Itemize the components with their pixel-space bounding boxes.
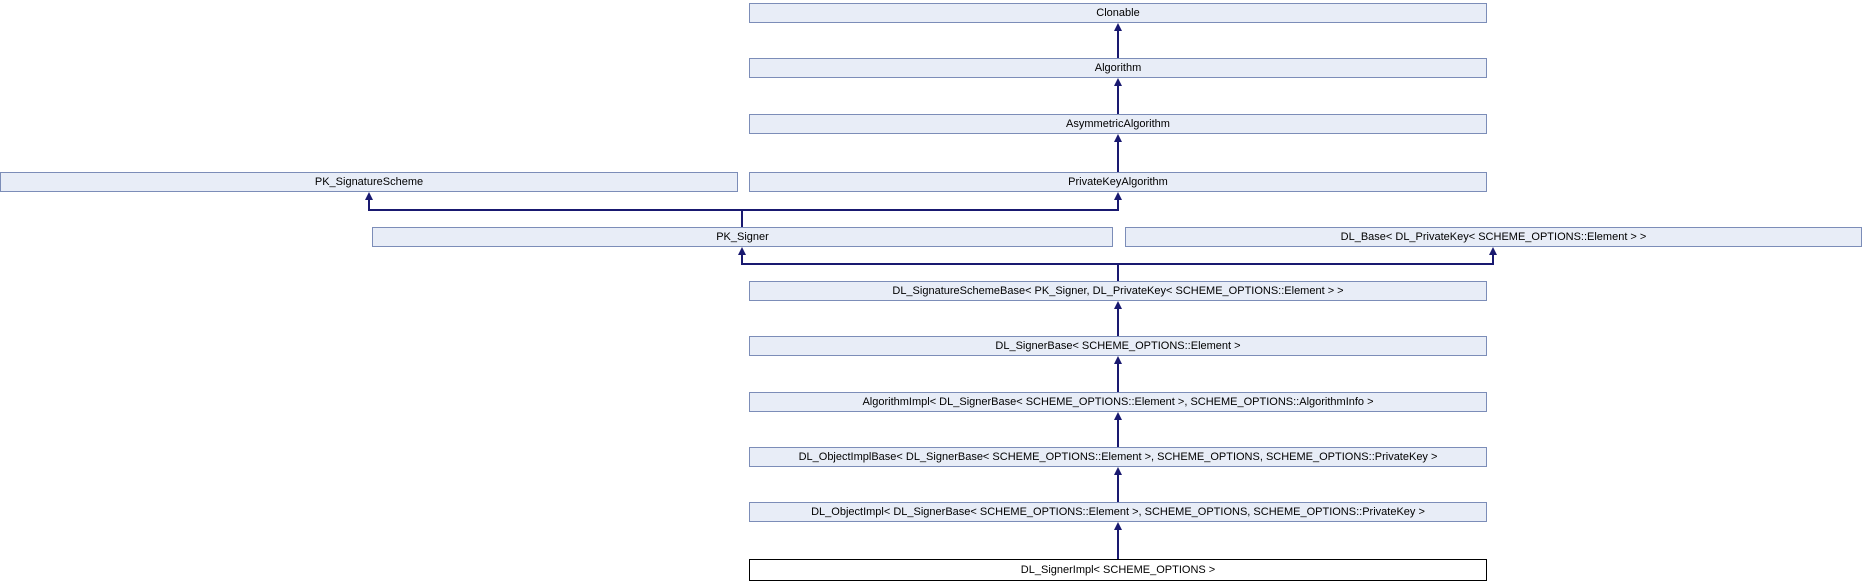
class-box-pk-signature-scheme[interactable]: PK_SignatureScheme <box>0 172 738 192</box>
inheritance-edge-line <box>1117 200 1119 209</box>
class-box-dl-base[interactable]: DL_Base< DL_PrivateKey< SCHEME_OPTIONS::… <box>1125 227 1862 247</box>
inheritance-edge-line <box>1117 263 1119 281</box>
inheritance-edge-line <box>1117 420 1119 447</box>
inheritance-edge-line <box>741 209 743 227</box>
class-box-pk-signer[interactable]: PK_Signer <box>372 227 1113 247</box>
inheritance-edge-line <box>368 200 370 209</box>
class-box-clonable[interactable]: Clonable <box>749 3 1487 23</box>
class-box-dl-signer-impl-current: DL_SignerImpl< SCHEME_OPTIONS > <box>749 559 1487 581</box>
class-box-dl-object-impl-base[interactable]: DL_ObjectImplBase< DL_SignerBase< SCHEME… <box>749 447 1487 467</box>
inheritance-arrowhead-icon <box>1114 78 1122 86</box>
class-box-asymmetric-algorithm[interactable]: AsymmetricAlgorithm <box>749 114 1487 134</box>
class-box-private-key-algorithm[interactable]: PrivateKeyAlgorithm <box>749 172 1487 192</box>
class-box-dl-object-impl[interactable]: DL_ObjectImpl< DL_SignerBase< SCHEME_OPT… <box>749 502 1487 522</box>
inheritance-edge-line <box>1117 31 1119 58</box>
class-box-algorithm-impl[interactable]: AlgorithmImpl< DL_SignerBase< SCHEME_OPT… <box>749 392 1487 412</box>
inheritance-arrowhead-icon <box>365 192 373 200</box>
inheritance-edge-line <box>1117 86 1119 114</box>
inheritance-arrowhead-icon <box>1114 134 1122 142</box>
inheritance-arrowhead-icon <box>1114 23 1122 31</box>
inheritance-edge-line <box>368 209 1119 211</box>
inheritance-arrowhead-icon <box>1114 192 1122 200</box>
inheritance-arrowhead-icon <box>738 247 746 255</box>
inheritance-arrowhead-icon <box>1114 356 1122 364</box>
inheritance-arrowhead-icon <box>1114 467 1122 475</box>
inheritance-edge-line <box>1117 530 1119 559</box>
inheritance-arrowhead-icon <box>1114 301 1122 309</box>
inheritance-edge-line <box>741 255 743 263</box>
class-box-dl-signer-base[interactable]: DL_SignerBase< SCHEME_OPTIONS::Element > <box>749 336 1487 356</box>
inheritance-arrowhead-icon <box>1489 247 1497 255</box>
class-box-algorithm[interactable]: Algorithm <box>749 58 1487 78</box>
inheritance-edge-line <box>1117 475 1119 502</box>
inheritance-edge-line <box>1492 255 1494 263</box>
inheritance-arrowhead-icon <box>1114 412 1122 420</box>
inheritance-edge-line <box>1117 142 1119 172</box>
class-box-dl-signature-scheme-base[interactable]: DL_SignatureSchemeBase< PK_Signer, DL_Pr… <box>749 281 1487 301</box>
inheritance-edge-line <box>1117 364 1119 392</box>
inheritance-edge-line <box>1117 309 1119 336</box>
inheritance-arrowhead-icon <box>1114 522 1122 530</box>
